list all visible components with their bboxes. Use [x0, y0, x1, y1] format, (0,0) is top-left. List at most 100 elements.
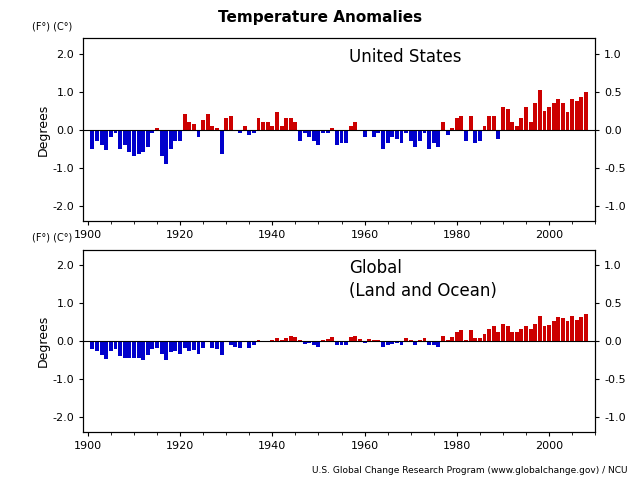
Bar [395, 341, 399, 343]
Bar [326, 130, 330, 133]
Bar [497, 130, 500, 139]
Bar [270, 340, 275, 341]
Bar [132, 130, 136, 156]
Bar [376, 130, 380, 133]
Bar [367, 339, 371, 341]
Bar [211, 126, 214, 130]
Bar [570, 316, 574, 341]
Bar [422, 338, 426, 341]
Bar [436, 130, 440, 147]
Bar [146, 341, 150, 355]
Bar [432, 341, 436, 345]
Bar [252, 341, 256, 346]
Bar [100, 341, 104, 355]
Bar [335, 341, 339, 346]
Bar [109, 341, 113, 351]
Bar [164, 130, 168, 164]
Bar [298, 130, 302, 141]
Bar [141, 341, 145, 360]
Bar [261, 122, 265, 130]
Bar [436, 341, 440, 347]
Bar [344, 130, 348, 143]
Bar [109, 130, 113, 137]
Bar [520, 329, 524, 341]
Bar [127, 341, 131, 358]
Bar [506, 108, 509, 130]
Bar [422, 130, 426, 133]
Bar [113, 341, 118, 349]
Bar [182, 341, 187, 348]
Bar [289, 336, 292, 341]
Bar [566, 112, 570, 130]
Bar [529, 329, 532, 341]
Bar [386, 130, 390, 143]
Bar [381, 130, 385, 149]
Bar [344, 341, 348, 346]
Bar [284, 338, 288, 341]
Bar [90, 341, 94, 349]
Bar [95, 130, 99, 141]
Bar [441, 336, 445, 341]
Bar [136, 341, 141, 358]
Bar [478, 130, 482, 141]
Text: (F°) (C°): (F°) (C°) [32, 21, 72, 31]
Bar [234, 130, 237, 132]
Bar [266, 341, 269, 342]
Bar [293, 122, 298, 130]
Bar [363, 341, 367, 343]
Bar [90, 130, 94, 149]
Bar [451, 337, 454, 341]
Bar [529, 122, 532, 130]
Bar [159, 130, 164, 156]
Bar [335, 130, 339, 145]
Bar [169, 130, 173, 149]
Bar [330, 337, 334, 341]
Bar [182, 114, 187, 130]
Bar [243, 341, 246, 342]
Bar [363, 130, 367, 137]
Bar [483, 334, 486, 341]
Bar [478, 338, 482, 341]
Text: (Land and Ocean): (Land and Ocean) [349, 282, 497, 300]
Bar [427, 130, 431, 149]
Bar [215, 128, 219, 130]
Bar [118, 341, 122, 356]
Bar [340, 130, 344, 143]
Bar [487, 329, 491, 341]
Bar [192, 341, 196, 350]
Bar [510, 333, 514, 341]
Bar [330, 128, 334, 130]
Bar [404, 130, 408, 133]
Bar [132, 341, 136, 358]
Bar [566, 321, 570, 341]
Bar [173, 130, 177, 141]
Bar [404, 338, 408, 341]
Bar [409, 340, 413, 341]
Bar [445, 340, 449, 341]
Bar [451, 128, 454, 130]
Bar [432, 130, 436, 143]
Bar [150, 341, 154, 349]
Bar [367, 130, 371, 132]
Bar [113, 130, 118, 133]
Bar [372, 130, 376, 137]
Bar [196, 130, 200, 137]
Bar [321, 340, 325, 341]
Bar [247, 130, 252, 135]
Bar [104, 130, 108, 151]
Text: United States: United States [349, 48, 462, 66]
Text: U.S. Global Change Research Program (www.globalchange.gov) / NCU: U.S. Global Change Research Program (www… [312, 466, 627, 475]
Bar [427, 341, 431, 346]
Bar [506, 326, 509, 341]
Bar [178, 341, 182, 354]
Bar [224, 341, 228, 342]
Bar [192, 124, 196, 130]
Bar [497, 333, 500, 341]
Bar [155, 128, 159, 130]
Bar [234, 341, 237, 347]
Text: (F°) (C°): (F°) (C°) [32, 232, 72, 242]
Bar [575, 101, 579, 130]
Bar [520, 118, 524, 130]
Bar [552, 103, 556, 130]
Bar [317, 130, 321, 145]
